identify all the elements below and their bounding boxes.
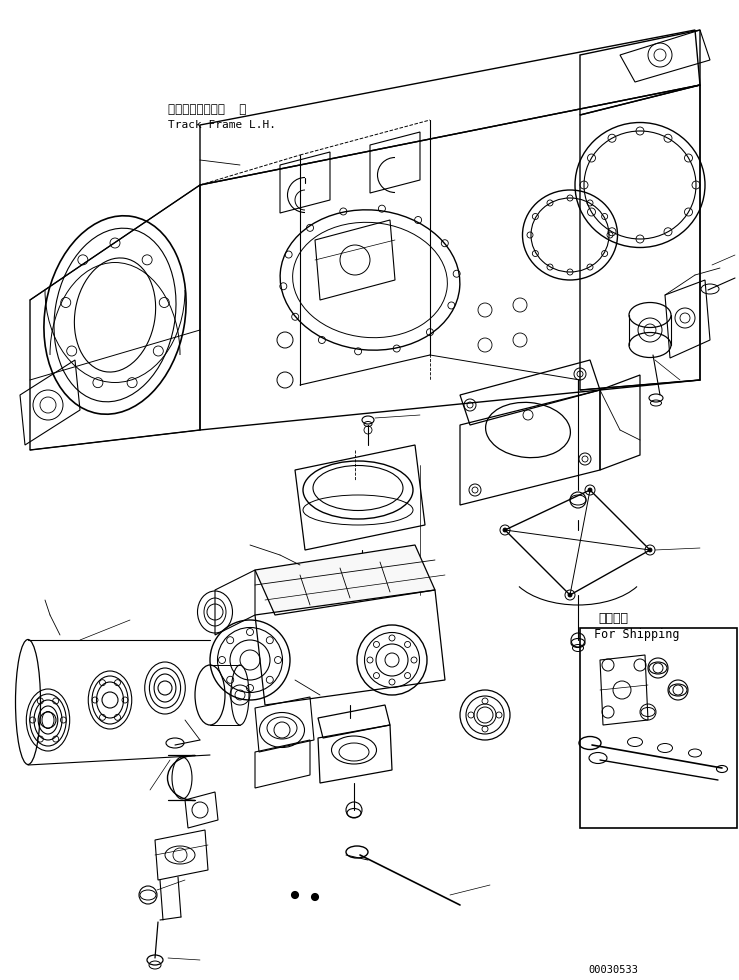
Circle shape	[568, 593, 572, 597]
Bar	[580, 628, 737, 828]
Text: 00030533: 00030533	[588, 965, 638, 975]
Circle shape	[291, 892, 299, 899]
Circle shape	[648, 548, 652, 552]
Circle shape	[312, 894, 319, 901]
Circle shape	[503, 528, 507, 532]
Polygon shape	[255, 545, 435, 615]
Text: 運斐部品: 運斐部品	[598, 612, 628, 625]
Circle shape	[588, 488, 592, 492]
Text: For Shipping: For Shipping	[594, 628, 679, 641]
Text: Track Frame L.H.: Track Frame L.H.	[168, 120, 276, 130]
Text: トラックフレーム  左: トラックフレーム 左	[168, 103, 246, 116]
